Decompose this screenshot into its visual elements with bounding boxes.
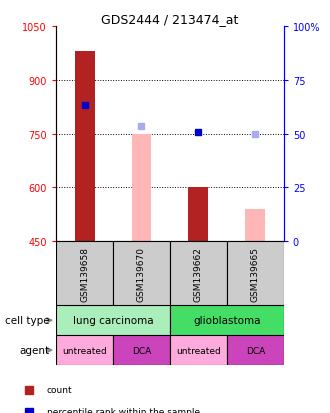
Text: GSM139670: GSM139670 bbox=[137, 246, 146, 301]
Text: agent: agent bbox=[19, 345, 50, 355]
Bar bbox=[56, 306, 170, 335]
Text: untreated: untreated bbox=[62, 346, 107, 355]
Bar bbox=[170, 242, 227, 306]
Title: GDS2444 / 213474_at: GDS2444 / 213474_at bbox=[101, 13, 239, 26]
Text: GSM139658: GSM139658 bbox=[80, 246, 89, 301]
Bar bbox=[227, 242, 284, 306]
Bar bbox=[75, 52, 94, 242]
Bar bbox=[113, 242, 170, 306]
Bar bbox=[56, 335, 113, 365]
Text: untreated: untreated bbox=[176, 346, 221, 355]
Text: DCA: DCA bbox=[246, 346, 265, 355]
Text: lung carcinoma: lung carcinoma bbox=[73, 316, 153, 325]
Bar bbox=[188, 188, 208, 242]
Text: cell type: cell type bbox=[5, 316, 50, 325]
Bar bbox=[246, 209, 265, 242]
Text: DCA: DCA bbox=[132, 346, 151, 355]
Text: count: count bbox=[47, 385, 73, 394]
Text: GSM139665: GSM139665 bbox=[251, 246, 260, 301]
Text: percentile rank within the sample: percentile rank within the sample bbox=[47, 407, 200, 413]
Bar bbox=[113, 335, 170, 365]
Bar bbox=[132, 134, 151, 242]
Bar bbox=[56, 242, 113, 306]
Text: GSM139662: GSM139662 bbox=[194, 246, 203, 301]
Bar bbox=[170, 306, 284, 335]
Bar bbox=[170, 335, 227, 365]
Text: glioblastoma: glioblastoma bbox=[193, 316, 261, 325]
Bar bbox=[227, 335, 284, 365]
